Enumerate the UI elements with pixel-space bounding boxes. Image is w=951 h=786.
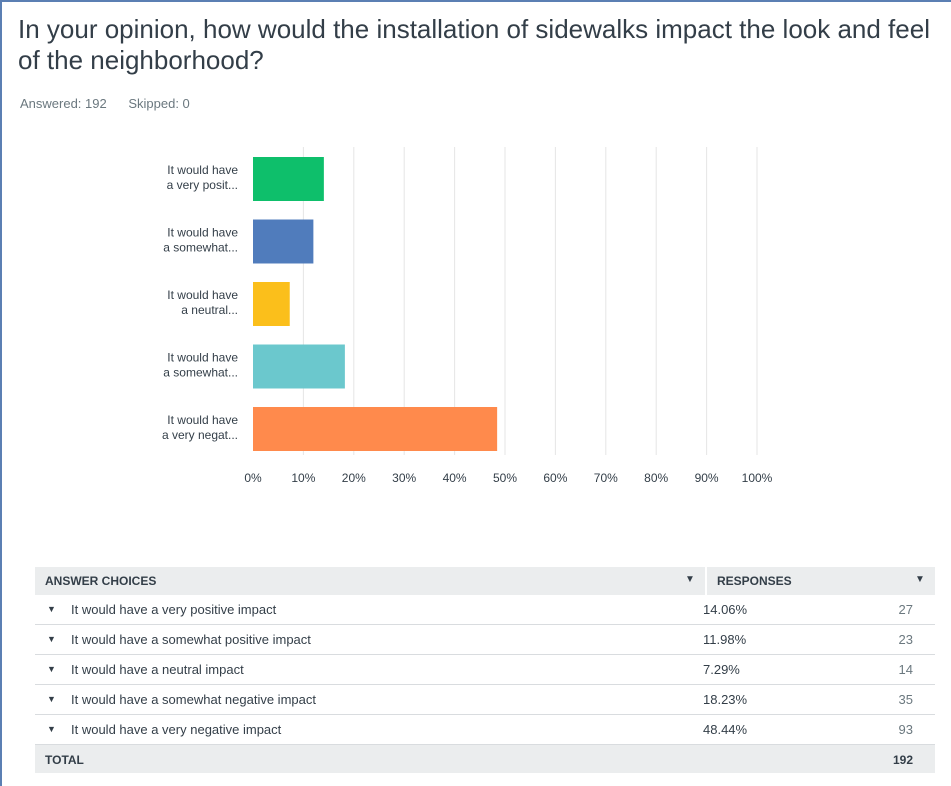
category-label: It would have a somewhat...: [163, 226, 238, 255]
response-percent: 11.98%: [703, 632, 747, 647]
expand-caret-icon[interactable]: ▼: [47, 694, 56, 704]
answered-count: Answered: 192: [20, 96, 107, 111]
answer-choice-label: It would have a somewhat negative impact: [71, 692, 316, 707]
x-tick-label: 80%: [644, 471, 668, 485]
total-label: TOTAL: [45, 753, 84, 767]
category-label: It would have a somewhat...: [163, 351, 238, 380]
x-tick-label: 0%: [244, 471, 262, 485]
bar[interactable]: [253, 407, 498, 451]
response-percent: 14.06%: [703, 602, 748, 617]
response-percent: 7.29%: [703, 662, 740, 677]
x-tick-label: 70%: [594, 471, 618, 485]
response-count: 23: [898, 632, 913, 647]
bar[interactable]: [253, 157, 324, 201]
response-percent: 18.23%: [703, 692, 748, 707]
response-stats: Answered: 192 Skipped: 0: [20, 96, 208, 111]
response-count: 27: [898, 602, 913, 617]
table-total-row: TOTAL 192: [35, 745, 935, 773]
expand-caret-icon[interactable]: ▼: [47, 604, 56, 614]
x-tick-label: 10%: [291, 471, 315, 485]
skipped-count: Skipped: 0: [128, 96, 190, 111]
bar-chart: 0% 10% 20% 30% 40% 50% 60% 70% 80% 90% 100% It woul…: [162, 147, 773, 485]
table-header: ANSWER CHOICES ▼ RESPONSES ▼: [35, 567, 935, 595]
answer-choice-label: It would have a very positive impact: [71, 602, 277, 617]
sort-down-icon[interactable]: ▼: [685, 574, 695, 585]
response-count: 14: [898, 662, 913, 677]
x-tick-label: 50%: [493, 471, 517, 485]
table-row[interactable]: ▼ It would have a very negative impact 48.…: [35, 715, 935, 745]
expand-caret-icon[interactable]: ▼: [47, 634, 56, 644]
expand-caret-icon[interactable]: ▼: [47, 664, 56, 674]
response-count: 93: [898, 722, 913, 737]
x-tick-label: 20%: [342, 471, 366, 485]
category-label: It would have a neutral...: [167, 288, 238, 317]
header-answer-choices[interactable]: ANSWER CHOICES: [45, 574, 157, 588]
category-label: It would have a very posit...: [167, 163, 239, 192]
table-row[interactable]: ▼ It would have a somewhat positive impac…: [35, 625, 935, 655]
table-row[interactable]: ▼ It would have a neutral impact 7.29% 14: [35, 655, 935, 685]
table-row[interactable]: ▼ It would have a somewhat negative impac…: [35, 685, 935, 715]
x-tick-label: 90%: [695, 471, 719, 485]
expand-caret-icon[interactable]: ▼: [47, 724, 56, 734]
x-tick-label: 100%: [742, 471, 773, 485]
x-tick-label: 60%: [543, 471, 567, 485]
response-percent: 48.44%: [703, 722, 748, 737]
table-row[interactable]: ▼ It would have a very positive impact 14.…: [35, 595, 935, 625]
answer-choice-label: It would have a neutral impact: [71, 662, 244, 677]
answer-choice-label: It would have a somewhat positive impact: [71, 632, 311, 647]
bar[interactable]: [253, 344, 345, 389]
header-divider: [705, 567, 707, 595]
question-title: In your opinion, how would the installat…: [18, 14, 930, 75]
total-value: 192: [892, 753, 913, 767]
answer-choice-label: It would have a very negative impact: [71, 722, 282, 737]
bar[interactable]: [253, 282, 290, 326]
response-count: 35: [898, 692, 913, 707]
table-body: ▼ It would have a very positive impact 14.…: [35, 595, 935, 745]
x-tick-label: 40%: [443, 471, 467, 485]
category-label: It would have a very negat...: [162, 413, 238, 442]
sort-down-icon[interactable]: ▼: [915, 574, 925, 585]
header-responses[interactable]: RESPONSES: [717, 574, 792, 588]
bar[interactable]: [253, 219, 314, 264]
responses-table: ANSWER CHOICES ▼ RESPONSES ▼ ▼ It would h…: [35, 567, 935, 773]
x-tick-label: 30%: [392, 471, 416, 485]
